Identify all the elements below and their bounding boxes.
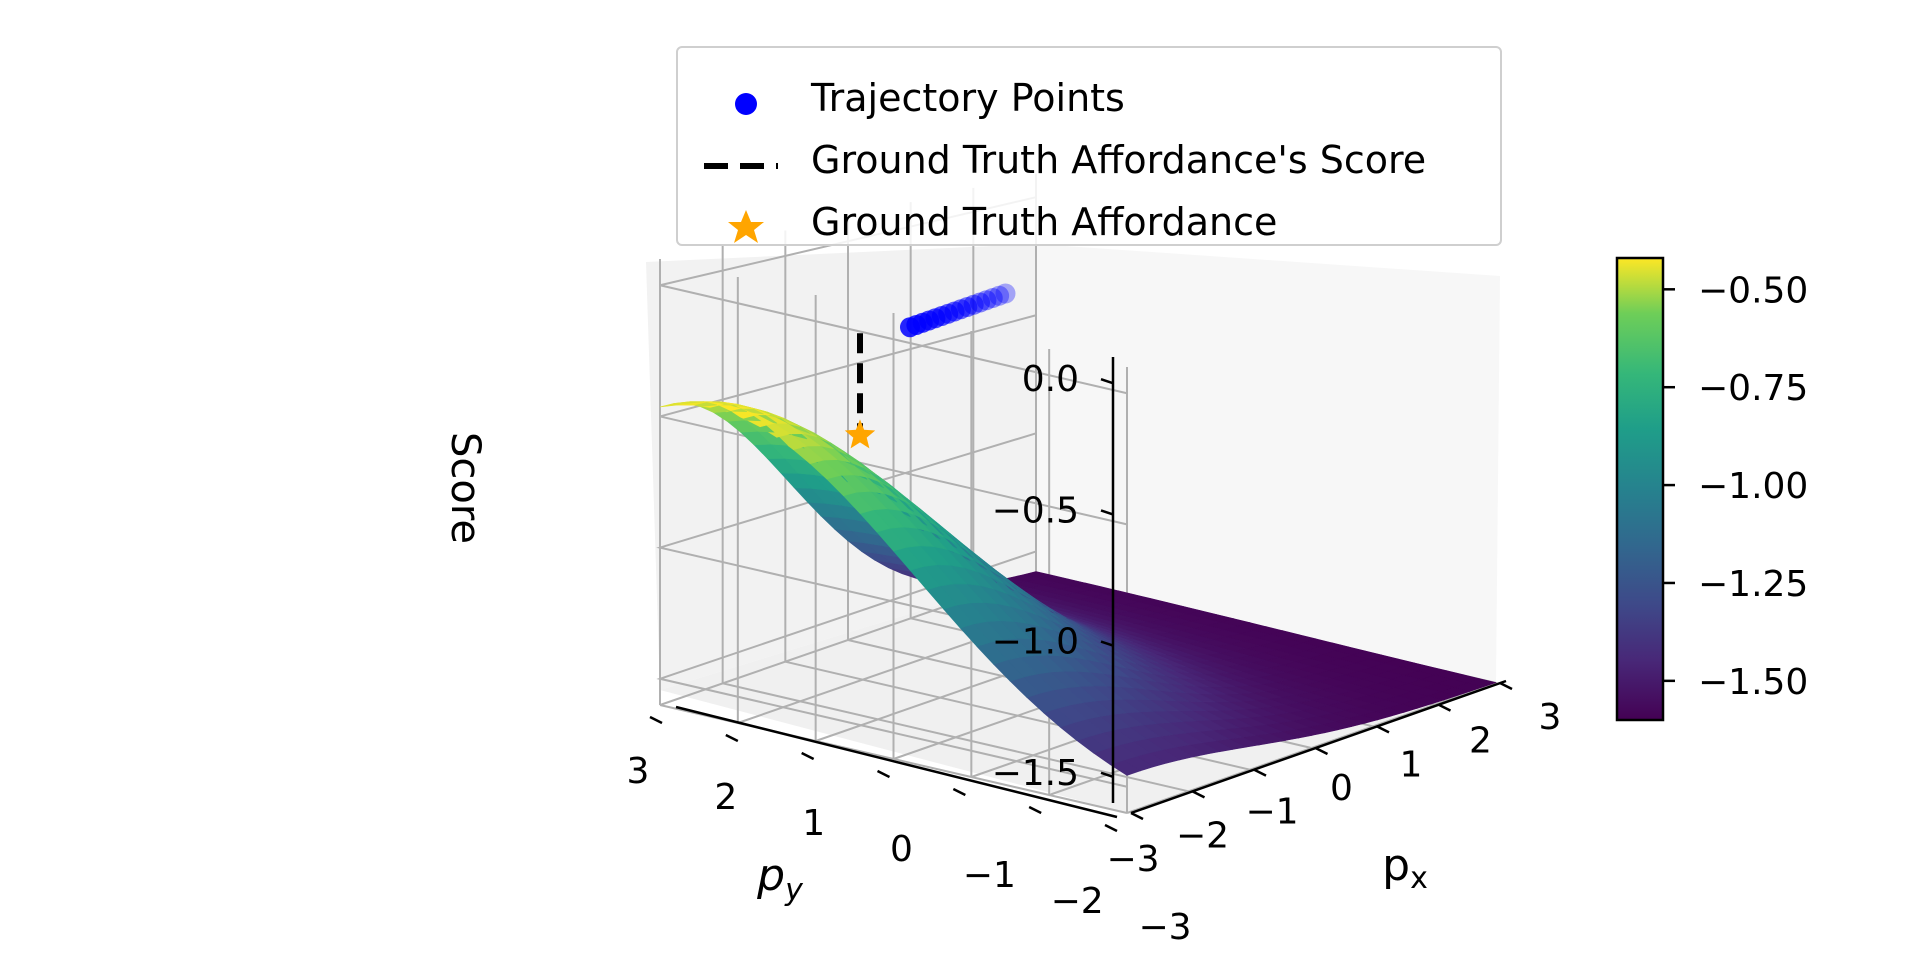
x-tick-label: 0 (1330, 768, 1353, 809)
y-tick-label: −2 (1051, 881, 1104, 922)
z-tick-label: −0.5 (992, 490, 1079, 531)
colorbar (1615, 256, 1665, 722)
y-tick (1028, 805, 1042, 815)
grid-line (659, 314, 1128, 526)
x-tick-label: −3 (1106, 839, 1159, 880)
z-tick-label: 0.0 (1022, 359, 1079, 400)
score-surface (659, 401, 1498, 776)
y-axis-line (675, 705, 1118, 819)
y-tick-label: −3 (1138, 907, 1191, 948)
legend-item-trajectory: Trajectory Points (678, 76, 1500, 134)
legend-marker-star-icon (728, 210, 764, 243)
y-axis-label: py (756, 850, 804, 908)
colorbar-tick-label: −0.50 (1698, 270, 1808, 311)
legend-marker-dot-icon (735, 93, 757, 115)
legend-item-gt-score: Ground Truth Affordance's Score (678, 138, 1500, 196)
y-tick (725, 733, 739, 743)
x-tick-label: 2 (1469, 721, 1492, 762)
colorbar-tick-label: −1.00 (1698, 466, 1808, 507)
legend-label-gt-score: Ground Truth Affordance's Score (811, 138, 1427, 182)
z-tick-label: −1.5 (992, 753, 1079, 794)
x-tick-label: −2 (1176, 815, 1229, 856)
colorbar-tick-label: −1.25 (1698, 564, 1808, 605)
z-tick (1100, 378, 1114, 385)
trajectory-point (976, 290, 997, 311)
y-tick (876, 769, 891, 779)
z-tick (1100, 640, 1114, 647)
legend-marker-dash-icon (704, 163, 778, 169)
colorbar-tick-label: −1.50 (1698, 662, 1808, 703)
trajectory-point (995, 283, 1016, 304)
colorbar-tick-label: −0.75 (1698, 368, 1808, 409)
legend: Trajectory Points Ground Truth Affordanc… (676, 46, 1502, 246)
z-tick-label: −1.0 (992, 622, 1079, 663)
x-tick-label: −1 (1245, 792, 1298, 833)
x-tick (1314, 746, 1329, 756)
x-tick (1499, 681, 1513, 691)
z-axis-label: Score (442, 432, 488, 544)
grid-line (722, 682, 1189, 793)
gt-affordance-star (844, 419, 876, 449)
y-tick-label: 0 (890, 829, 913, 870)
trajectory-point (970, 292, 991, 313)
x-tick (1130, 811, 1144, 821)
z-tick (1100, 771, 1114, 778)
y-tick-label: −1 (963, 855, 1016, 896)
y-tick-label: 2 (714, 777, 737, 818)
x-tick-label: 1 (1400, 744, 1423, 785)
trajectory-point (989, 285, 1010, 306)
y-tick (801, 751, 815, 761)
z-tick (1100, 509, 1114, 516)
x-tick (1376, 725, 1390, 734)
y-tick-label: 1 (802, 803, 825, 844)
x-tick (1253, 768, 1267, 777)
series-layer (844, 283, 1016, 449)
x-tick (1191, 790, 1206, 799)
trajectory-point (982, 287, 1003, 308)
grid-line (656, 550, 1128, 788)
x-tick-label: 3 (1539, 697, 1562, 738)
x-axis-label: px (1382, 840, 1428, 896)
y-tick (1104, 823, 1118, 833)
back-right-pane (1036, 244, 1500, 683)
trajectory-point (963, 294, 984, 315)
legend-label-trajectory: Trajectory Points (811, 76, 1125, 120)
legend-label-gt: Ground Truth Affordance (811, 200, 1278, 244)
y-tick (649, 715, 663, 725)
surface-patch (659, 401, 691, 408)
colorbar-ticks: −0.50 −0.75 −1.00 −1.25 −1.50 (1663, 270, 1808, 703)
y-tick (952, 787, 966, 797)
x-tick (1437, 703, 1452, 712)
legend-item-gt: Ground Truth Affordance (678, 200, 1500, 258)
y-tick-label: 3 (627, 751, 650, 792)
